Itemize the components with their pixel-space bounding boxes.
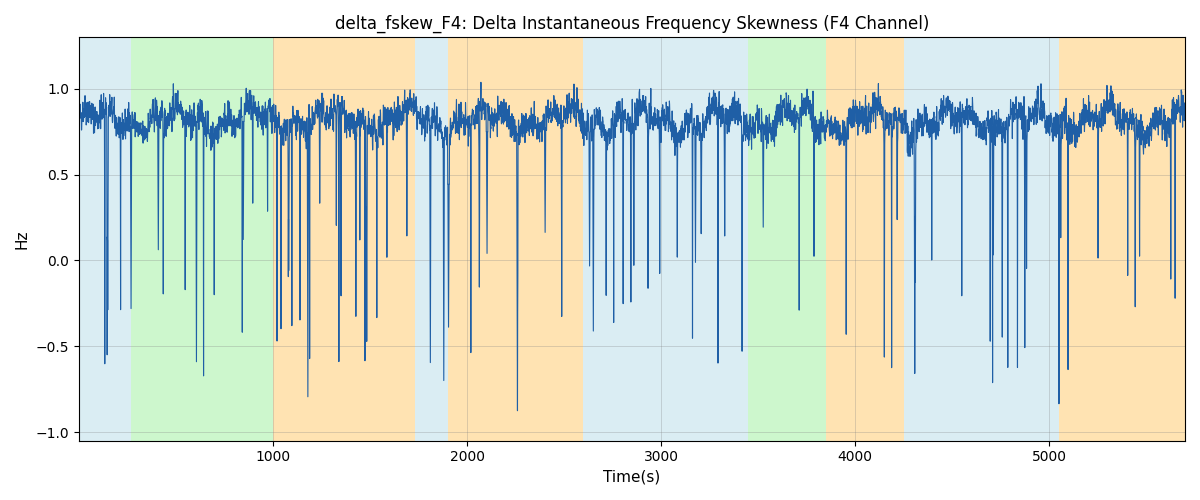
Bar <box>1010 38 1058 440</box>
Bar <box>661 38 749 440</box>
Bar <box>826 38 904 440</box>
Title: delta_fskew_F4: Delta Instantaneous Frequency Skewness (F4 Channel): delta_fskew_F4: Delta Instantaneous Freq… <box>335 15 929 34</box>
Y-axis label: Hz: Hz <box>14 230 30 249</box>
Bar <box>1058 38 1186 440</box>
Bar <box>79 38 131 440</box>
Bar <box>904 38 1010 440</box>
Bar <box>272 38 415 440</box>
Bar <box>583 38 607 440</box>
X-axis label: Time(s): Time(s) <box>604 470 660 485</box>
Bar <box>415 38 448 440</box>
Bar <box>448 38 583 440</box>
Bar <box>607 38 661 440</box>
Bar <box>749 38 826 440</box>
Bar <box>131 38 272 440</box>
